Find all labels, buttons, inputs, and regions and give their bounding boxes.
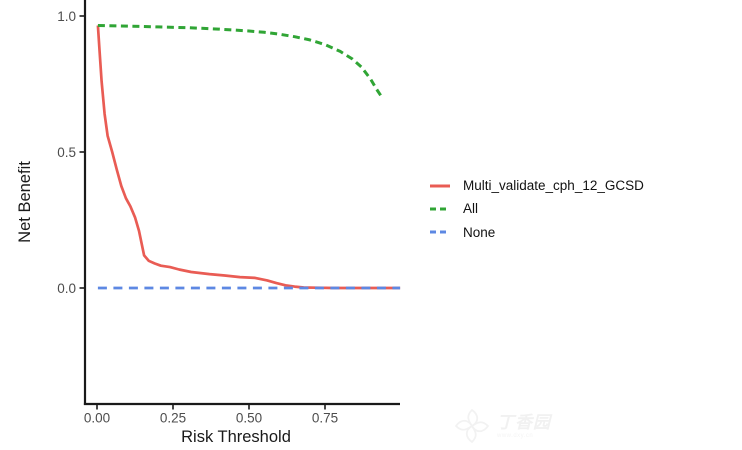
watermark: 丁香园 www.dxy.cn (452, 406, 551, 446)
legend-item-none: None (429, 221, 644, 244)
legend-item-label: None (463, 224, 496, 240)
legend: Multi_validate_cph_12_GCSD All None (429, 174, 644, 244)
x-tick-label: 0.50 (236, 411, 262, 426)
series-line-All (97, 24, 383, 98)
x-axis-title: Risk Threshold (181, 428, 291, 446)
legend-item-label: Multi_validate_cph_12_GCSD (463, 178, 644, 194)
y-tick-label: 0.5 (57, 145, 76, 160)
legend-dashed-line-icon (430, 230, 450, 234)
curves-layer (96, 24, 401, 290)
legend-item-label: All (463, 201, 479, 217)
legend-dashed-line-icon (430, 207, 450, 211)
legend-item-model: Multi_validate_cph_12_GCSD (429, 174, 644, 197)
y-tick-label: 1.0 (57, 9, 76, 24)
flower-logo-icon (454, 408, 490, 444)
x-axis-ticks: 0.00 0.25 0.50 0.75 (84, 404, 338, 426)
y-tick-label: 0.0 (57, 281, 76, 296)
y-axis-ticks: 0.0 0.5 1.0 (57, 9, 85, 296)
x-tick-label: 0.00 (84, 411, 110, 426)
watermark-subtext: www.dxy.cn (497, 432, 534, 439)
watermark-textblock: 丁香园 www.dxy.cn (497, 414, 551, 439)
legend-item-all: All (429, 197, 644, 220)
y-axis-title: Net Benefit (16, 161, 34, 243)
x-tick-label: 0.25 (160, 411, 186, 426)
watermark-text: 丁香园 (497, 412, 551, 432)
legend-line-icon (430, 184, 450, 188)
series-line-Multi_validate_cph_12_GCSD (96, 25, 401, 290)
x-tick-label: 0.75 (312, 411, 338, 426)
